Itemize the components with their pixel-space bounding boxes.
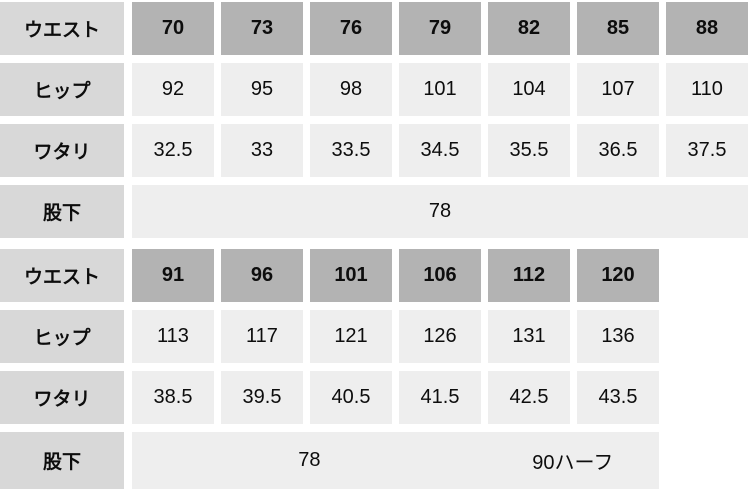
thigh-value-cell: 36.5 [577, 124, 659, 177]
size-table-small: ウエスト 70 73 76 79 82 85 88 ヒップ 92 95 98 1… [0, 2, 750, 238]
inseam-row-label: 股下 [0, 185, 124, 238]
inseam-value-regular: 78 [298, 449, 321, 471]
waist-size-cell: 96 [221, 249, 303, 302]
waist-row-label: ウエスト [0, 249, 124, 302]
thigh-value-cell: 43.5 [577, 371, 659, 424]
waist-size-cell: 76 [310, 2, 392, 55]
waist-size-cell: 73 [221, 2, 303, 55]
thigh-row-label: ワタリ [0, 371, 124, 424]
inseam-value-cell: 78 90ハーフ [132, 432, 659, 489]
waist-size-cell: 112 [488, 249, 570, 302]
waist-size-cell: 79 [399, 2, 481, 55]
thigh-row: ワタリ 38.5 39.5 40.5 41.5 42.5 43.5 [0, 371, 750, 424]
hip-value-cell: 98 [310, 63, 392, 116]
hip-value-cell: 101 [399, 63, 481, 116]
hip-value-cell: 95 [221, 63, 303, 116]
thigh-row: ワタリ 32.5 33 33.5 34.5 35.5 36.5 37.5 [0, 124, 750, 177]
thigh-value-cell: 32.5 [132, 124, 214, 177]
thigh-row-label: ワタリ [0, 124, 124, 177]
inseam-value-cell: 78 [132, 185, 748, 238]
hip-value-cell: 113 [132, 310, 214, 363]
waist-size-cell: 106 [399, 249, 481, 302]
hip-row-label: ヒップ [0, 63, 124, 116]
hip-row: ヒップ 92 95 98 101 104 107 110 [0, 63, 750, 116]
thigh-value-cell: 33 [221, 124, 303, 177]
hip-value-cell: 104 [488, 63, 570, 116]
inseam-row: 股下 78 [0, 185, 750, 238]
thigh-value-cell: 37.5 [666, 124, 748, 177]
waist-size-cell: 85 [577, 2, 659, 55]
hip-row-label: ヒップ [0, 310, 124, 363]
inseam-row-label: 股下 [0, 432, 124, 489]
inseam-row: 股下 78 90ハーフ [0, 432, 750, 489]
waist-row-label: ウエスト [0, 2, 124, 55]
thigh-value-cell: 33.5 [310, 124, 392, 177]
hip-value-cell: 136 [577, 310, 659, 363]
hip-value-cell: 110 [666, 63, 748, 116]
thigh-value-cell: 34.5 [399, 124, 481, 177]
thigh-value-cell: 40.5 [310, 371, 392, 424]
waist-row: ウエスト 91 96 101 106 112 120 [0, 249, 750, 302]
waist-size-cell: 88 [666, 2, 748, 55]
hip-row: ヒップ 113 117 121 126 131 136 [0, 310, 750, 363]
hip-value-cell: 131 [488, 310, 570, 363]
waist-row: ウエスト 70 73 76 79 82 85 88 [0, 2, 750, 55]
hip-value-cell: 107 [577, 63, 659, 116]
hip-value-cell: 117 [221, 310, 303, 363]
hip-value-cell: 121 [310, 310, 392, 363]
waist-size-cell: 70 [132, 2, 214, 55]
thigh-value-cell: 38.5 [132, 371, 214, 424]
waist-size-cell: 101 [310, 249, 392, 302]
waist-size-cell: 120 [577, 249, 659, 302]
hip-value-cell: 126 [399, 310, 481, 363]
thigh-value-cell: 41.5 [399, 371, 481, 424]
thigh-value-cell: 39.5 [221, 371, 303, 424]
size-table-large: ウエスト 91 96 101 106 112 120 ヒップ 113 117 1… [0, 249, 750, 489]
thigh-value-cell: 35.5 [488, 124, 570, 177]
inseam-value-half: 90ハーフ [532, 452, 614, 474]
waist-size-cell: 82 [488, 2, 570, 55]
thigh-value-cell: 42.5 [488, 371, 570, 424]
waist-size-cell: 91 [132, 249, 214, 302]
hip-value-cell: 92 [132, 63, 214, 116]
